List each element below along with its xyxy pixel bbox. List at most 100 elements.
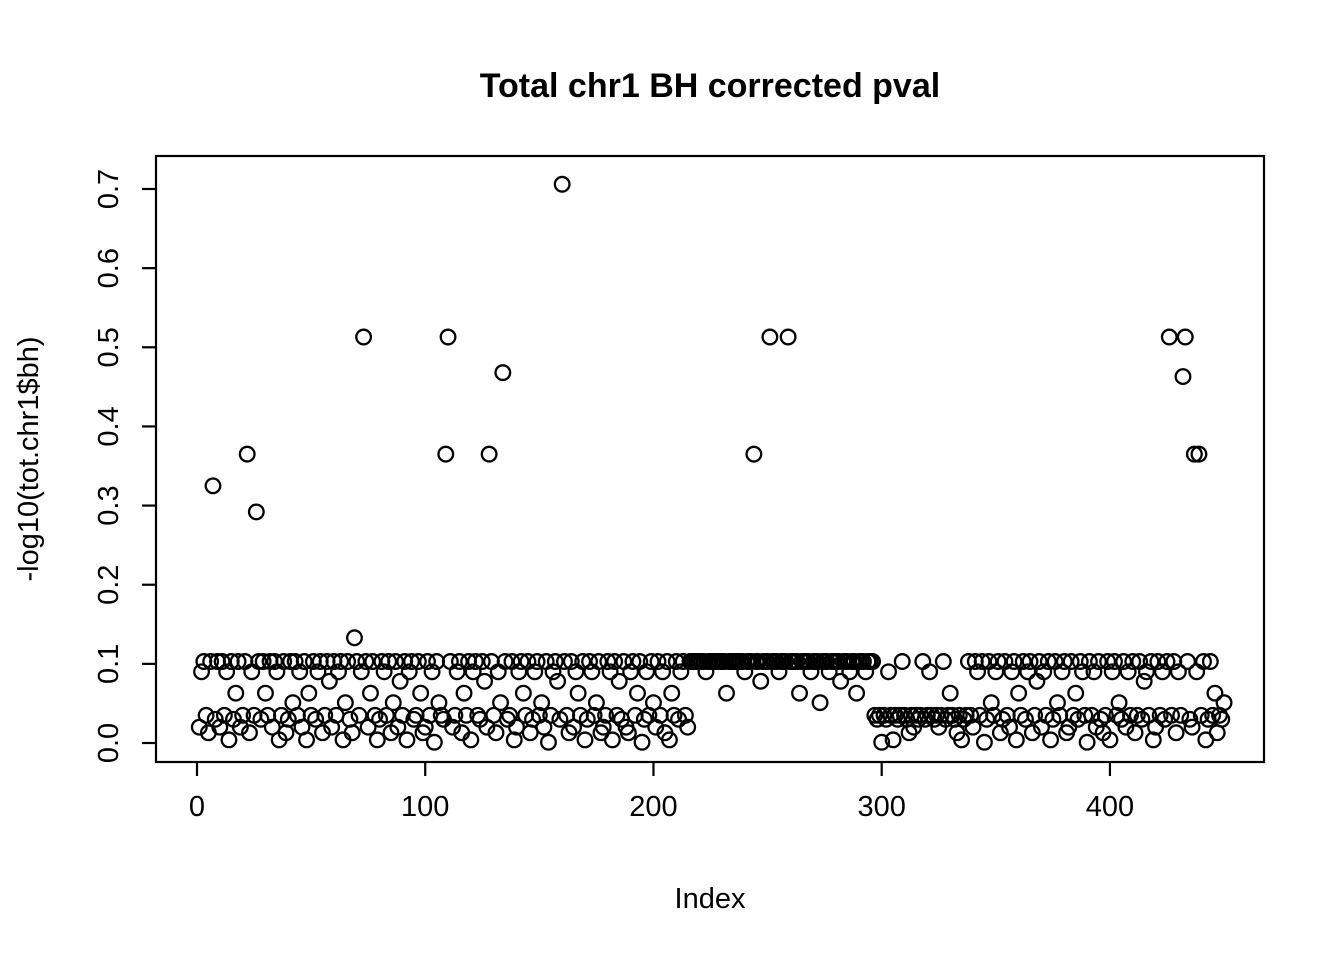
- data-point: [295, 653, 313, 670]
- data-point: [1172, 706, 1190, 724]
- data-point: [718, 684, 735, 702]
- data-point: [473, 653, 491, 670]
- data-point: [542, 706, 560, 724]
- data-point: [362, 684, 379, 702]
- data-point: [1110, 694, 1128, 712]
- data-point: [439, 328, 457, 346]
- y-tick-label: 0.1: [93, 644, 125, 684]
- data-point: [594, 718, 612, 736]
- data-point: [275, 653, 293, 670]
- data-point: [489, 663, 507, 681]
- data-point: [1099, 653, 1117, 670]
- data-point: [1064, 706, 1082, 724]
- data-point: [526, 663, 544, 681]
- data-point: [1030, 653, 1048, 670]
- data-point: [1053, 663, 1071, 681]
- data-point: [1167, 724, 1185, 742]
- data-point: [218, 663, 236, 681]
- data-point: [384, 694, 402, 712]
- data-point: [1195, 653, 1212, 670]
- data-point: [254, 653, 272, 670]
- data-point: [332, 653, 350, 670]
- data-point: [1179, 653, 1196, 670]
- data-point: [1062, 653, 1080, 670]
- data-point: [1122, 706, 1139, 724]
- data-point: [832, 672, 850, 690]
- data-point: [556, 653, 573, 670]
- data-point: [841, 663, 859, 681]
- data-point: [928, 706, 945, 724]
- data-point: [496, 653, 514, 670]
- data-point: [307, 710, 325, 728]
- data-point: [873, 733, 891, 751]
- y-tick-label: 0.7: [93, 169, 125, 209]
- data-point: [1023, 724, 1041, 742]
- data-point: [1001, 718, 1018, 736]
- data-point: [583, 663, 601, 681]
- data-point: [642, 653, 660, 670]
- data-point: [1215, 694, 1233, 712]
- data-point: [391, 672, 409, 690]
- data-point: [1190, 445, 1208, 463]
- x-tick-label: 400: [1086, 791, 1134, 823]
- data-point: [521, 724, 539, 742]
- data-point: [1213, 710, 1231, 728]
- data-point: [444, 718, 462, 736]
- data-point: [193, 663, 211, 681]
- data-point: [364, 653, 382, 670]
- data-point: [975, 733, 993, 751]
- data-point: [204, 477, 222, 495]
- data-point: [629, 684, 646, 702]
- data-point: [403, 653, 420, 670]
- data-point: [343, 724, 361, 742]
- data-point: [466, 653, 484, 670]
- data-point: [1003, 663, 1021, 681]
- data-point: [1067, 684, 1085, 702]
- data-point: [1076, 706, 1094, 724]
- data-point: [409, 653, 427, 670]
- data-point: [893, 653, 911, 670]
- data-point: [368, 731, 386, 749]
- data-point: [546, 653, 564, 670]
- data-point: [953, 731, 971, 749]
- data-point: [1158, 653, 1176, 670]
- data-point: [619, 724, 637, 742]
- data-point: [590, 653, 608, 670]
- data-point: [482, 653, 500, 670]
- data-point: [1012, 706, 1030, 724]
- data-point: [672, 663, 690, 681]
- data-point: [263, 718, 281, 736]
- data-point: [676, 706, 694, 724]
- data-point: [510, 663, 528, 681]
- data-point: [934, 653, 952, 670]
- data-point: [1183, 718, 1201, 736]
- data-point: [1176, 328, 1194, 346]
- data-point: [969, 663, 987, 681]
- data-point: [941, 684, 959, 702]
- data-point: [989, 653, 1007, 670]
- data-point: [229, 653, 247, 670]
- data-point: [562, 653, 580, 670]
- data-point: [549, 672, 567, 690]
- data-point: [250, 653, 268, 670]
- data-point: [339, 653, 357, 670]
- data-point: [540, 733, 557, 751]
- data-point: [884, 731, 902, 749]
- data-point: [1055, 653, 1073, 670]
- data-point: [1163, 706, 1181, 724]
- data-point: [633, 733, 651, 751]
- data-point: [419, 653, 436, 670]
- data-point: [1071, 653, 1089, 670]
- data-point: [1181, 710, 1199, 728]
- data-point: [1119, 663, 1137, 681]
- data-point: [423, 663, 441, 681]
- data-point: [268, 663, 286, 681]
- data-point: [247, 503, 265, 521]
- data-point: [336, 694, 354, 712]
- data-point: [624, 653, 642, 670]
- data-point: [880, 663, 897, 681]
- data-point: [1185, 445, 1203, 463]
- data-point: [1153, 663, 1171, 681]
- data-point: [346, 629, 363, 647]
- data-point: [645, 694, 662, 712]
